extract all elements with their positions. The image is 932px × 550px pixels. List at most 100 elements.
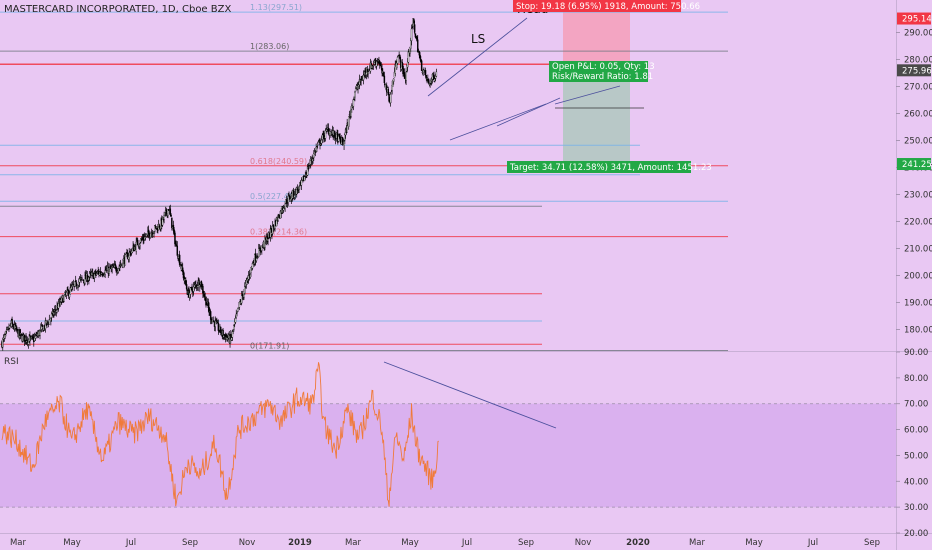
candle-body xyxy=(383,75,386,84)
candle-body xyxy=(74,281,76,287)
candle-body xyxy=(284,203,286,209)
stop-label: Stop: 19.18 (6.95%) 1918, Amount: 750.66 xyxy=(516,2,700,12)
candle-body xyxy=(2,339,4,348)
candle-body xyxy=(272,225,275,228)
candle-body xyxy=(382,71,384,73)
candle-body xyxy=(25,335,27,342)
time-tick-label: 2019 xyxy=(288,538,312,548)
candle-body xyxy=(406,61,409,68)
neckline-trendline[interactable] xyxy=(449,103,547,141)
candle-body xyxy=(237,307,239,312)
rsi-series-line xyxy=(1,362,439,507)
price-tick-label: 260.00 xyxy=(904,109,932,119)
candle-body xyxy=(47,321,49,323)
candle-body xyxy=(354,88,357,92)
wedge-lower-trendline[interactable] xyxy=(496,97,561,127)
candle-body xyxy=(124,254,127,266)
candle-body xyxy=(396,62,398,69)
candle-body xyxy=(231,331,234,338)
candle-body xyxy=(88,273,91,277)
candle-body xyxy=(220,326,222,334)
level-label: 0(171.91) xyxy=(250,341,289,350)
candle-body xyxy=(163,214,165,220)
candle-body xyxy=(259,247,262,252)
candle-body xyxy=(258,248,260,258)
rsi-tick-label: 30.00 xyxy=(904,503,928,513)
level-label: 1(283.06) xyxy=(250,42,289,51)
candle-body xyxy=(202,285,204,294)
price-tick-label: 200.00 xyxy=(904,271,932,281)
time-tick-label: May xyxy=(63,538,81,548)
candle-body xyxy=(68,293,71,298)
time-tick-label: Mar xyxy=(345,538,362,548)
price-tick-label: 280.00 xyxy=(904,55,932,65)
candle-body xyxy=(390,91,393,94)
candle-body xyxy=(278,214,280,218)
candle-body xyxy=(394,64,396,74)
candle-body xyxy=(173,229,175,233)
candle-body xyxy=(19,329,21,336)
candle-body xyxy=(78,278,81,283)
candle-body xyxy=(39,330,41,336)
candle-body xyxy=(352,99,355,107)
candle-body xyxy=(84,275,86,284)
candle-body xyxy=(40,325,43,330)
candle-body xyxy=(410,28,413,41)
triangle-upper-line[interactable] xyxy=(554,85,621,105)
candle-body xyxy=(137,239,139,246)
rsi-divergence-line[interactable] xyxy=(383,361,557,429)
rsi-tick-label: 20.00 xyxy=(904,529,928,539)
candle-body xyxy=(93,273,96,279)
candle-body xyxy=(50,318,52,322)
candle-body xyxy=(205,296,207,306)
candle-body xyxy=(244,286,246,294)
candle-body xyxy=(104,269,106,275)
candle-body xyxy=(387,88,389,95)
candle-body xyxy=(192,286,195,292)
candle-body xyxy=(410,40,412,49)
candle-body xyxy=(182,267,184,273)
candle-body xyxy=(389,94,392,104)
candle-body xyxy=(118,266,120,269)
candle-body xyxy=(405,71,407,81)
wedge-upper-trendline[interactable] xyxy=(427,17,528,97)
candle-body xyxy=(338,133,341,137)
candle-body xyxy=(193,284,196,288)
time-tick-label: 2020 xyxy=(626,538,650,548)
target-label-bg xyxy=(507,161,691,173)
candle-body xyxy=(48,319,51,325)
candle-body xyxy=(140,239,143,241)
candle-body xyxy=(92,272,94,274)
candle-body xyxy=(65,292,68,296)
candle-body xyxy=(32,337,34,339)
time-tick-label: Mar xyxy=(689,538,706,548)
candle-body xyxy=(343,140,345,146)
candle-body xyxy=(435,71,438,77)
rsi-tick-label: 50.00 xyxy=(904,451,928,461)
candle-body xyxy=(411,27,414,29)
target-zone[interactable] xyxy=(563,70,630,165)
candle-body xyxy=(353,97,355,100)
price-tag-label: 275.96 xyxy=(902,66,932,76)
candle-body xyxy=(100,272,103,275)
candle-body xyxy=(31,336,33,338)
candle-body xyxy=(192,291,194,293)
candle-body xyxy=(321,134,324,140)
candle-body xyxy=(41,324,44,328)
candle-body xyxy=(115,266,117,271)
candle-body xyxy=(63,295,65,302)
candle-body xyxy=(55,310,58,313)
candle-body xyxy=(77,286,79,288)
candle-body xyxy=(164,212,166,216)
candle-body xyxy=(128,252,130,258)
candle-body xyxy=(391,84,393,91)
candle-body xyxy=(199,284,201,288)
time-tick-label: Nov xyxy=(575,538,592,548)
rsi-tick-label: 80.00 xyxy=(904,374,928,384)
time-tick-label: May xyxy=(401,538,419,548)
candle-body xyxy=(362,75,365,81)
candle-body xyxy=(351,105,353,110)
candle-body xyxy=(207,301,210,308)
candle-body xyxy=(150,233,152,238)
